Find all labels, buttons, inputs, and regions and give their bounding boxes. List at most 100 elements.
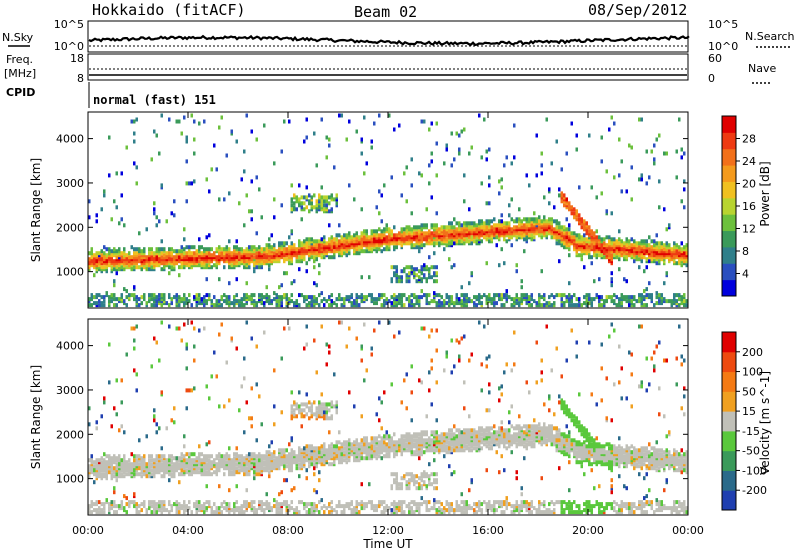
power-cell — [525, 235, 528, 240]
power-cell — [488, 293, 491, 298]
power-cell — [500, 293, 503, 298]
power-cell — [198, 259, 201, 264]
power-cell — [273, 215, 276, 220]
velocity-cell — [340, 510, 343, 515]
power-cell — [223, 293, 226, 298]
velocity-cell — [318, 500, 321, 505]
power-cell — [488, 183, 491, 188]
power-cell — [503, 261, 506, 266]
velocity-cell — [375, 456, 378, 461]
power-cell — [145, 301, 148, 306]
velocity-cell — [150, 462, 153, 467]
power-cell — [295, 259, 298, 264]
velocity-cell — [290, 488, 293, 493]
velocity-cell — [268, 502, 271, 507]
power-cell — [668, 299, 671, 304]
power-cell — [425, 223, 428, 228]
power-cell — [395, 233, 398, 238]
velocity-cell — [380, 426, 383, 431]
power-cell — [290, 203, 293, 208]
power-cell — [215, 303, 218, 308]
power-cell — [448, 295, 451, 300]
power-cell — [455, 293, 458, 298]
power-cell — [375, 205, 378, 210]
power-cell — [153, 201, 156, 206]
power-cell — [543, 195, 546, 200]
power-cell — [300, 205, 303, 210]
power-cell — [658, 241, 661, 246]
velocity-cell — [188, 388, 191, 393]
power-cell — [118, 297, 121, 302]
power-cell — [493, 217, 496, 222]
power-cell — [223, 197, 226, 202]
velocity-cell — [158, 504, 161, 509]
velocity-cell — [138, 454, 141, 459]
power-cell — [570, 295, 573, 300]
power-cell — [418, 295, 421, 300]
power-cell — [283, 241, 286, 246]
velocity-cell — [313, 506, 316, 511]
power-cell — [643, 239, 646, 244]
velocity-cell — [245, 400, 248, 405]
power-cell — [120, 217, 123, 222]
velocity-cell — [140, 508, 143, 513]
power-cell — [100, 249, 103, 254]
velocity-cell — [225, 502, 228, 507]
velocity-cell — [265, 454, 268, 459]
power-cell — [498, 223, 501, 228]
power-cell — [533, 299, 536, 304]
y-tick-label: 4000 — [56, 133, 84, 146]
power-cell — [503, 163, 506, 168]
velocity-cell — [190, 458, 193, 463]
power-cell — [208, 251, 211, 256]
power-cell — [660, 245, 663, 250]
power-cell — [220, 247, 223, 252]
power-cell — [280, 241, 283, 246]
power-cell — [480, 229, 483, 234]
power-cell — [413, 267, 416, 272]
velocity-cell — [165, 426, 168, 431]
velocity-cell — [213, 470, 216, 475]
velocity-cell — [348, 438, 351, 443]
velocity-cell — [315, 446, 318, 451]
power-cell — [213, 303, 216, 308]
power-cell — [195, 253, 198, 258]
velocity-cell — [253, 452, 256, 457]
power-cell — [340, 297, 343, 302]
power-cell — [113, 297, 116, 302]
velocity-cell — [148, 500, 151, 505]
power-cell — [330, 255, 333, 260]
power-cell — [623, 253, 626, 258]
power-cell — [423, 231, 426, 236]
power-cell — [118, 221, 121, 226]
velocity-cell — [130, 500, 133, 505]
velocity-cell — [115, 456, 118, 461]
velocity-cell — [243, 356, 246, 361]
power-cell — [630, 243, 633, 248]
velocity-cell — [293, 508, 296, 513]
power-cell — [553, 227, 556, 232]
power-cell — [645, 303, 648, 308]
power-cell — [113, 259, 116, 264]
power-cell — [613, 293, 616, 298]
power-cell — [258, 253, 261, 258]
velocity-cell — [318, 400, 321, 405]
velocity-cell — [273, 404, 276, 409]
power-cell — [243, 265, 246, 270]
power-cell — [568, 223, 571, 228]
power-cell — [108, 263, 111, 268]
power-cell — [590, 297, 593, 302]
power-cell — [360, 299, 363, 304]
power-cell — [168, 251, 171, 256]
power-cell — [218, 197, 221, 202]
velocity-cell — [348, 458, 351, 463]
power-cell — [415, 295, 418, 300]
power-cell — [638, 299, 641, 304]
velocity-cell — [238, 510, 241, 515]
power-cell — [348, 183, 351, 188]
power-cell — [353, 197, 356, 202]
velocity-cell — [138, 510, 141, 515]
velocity-cell — [250, 386, 253, 391]
power-cell — [580, 257, 583, 262]
power-cell — [320, 291, 323, 296]
